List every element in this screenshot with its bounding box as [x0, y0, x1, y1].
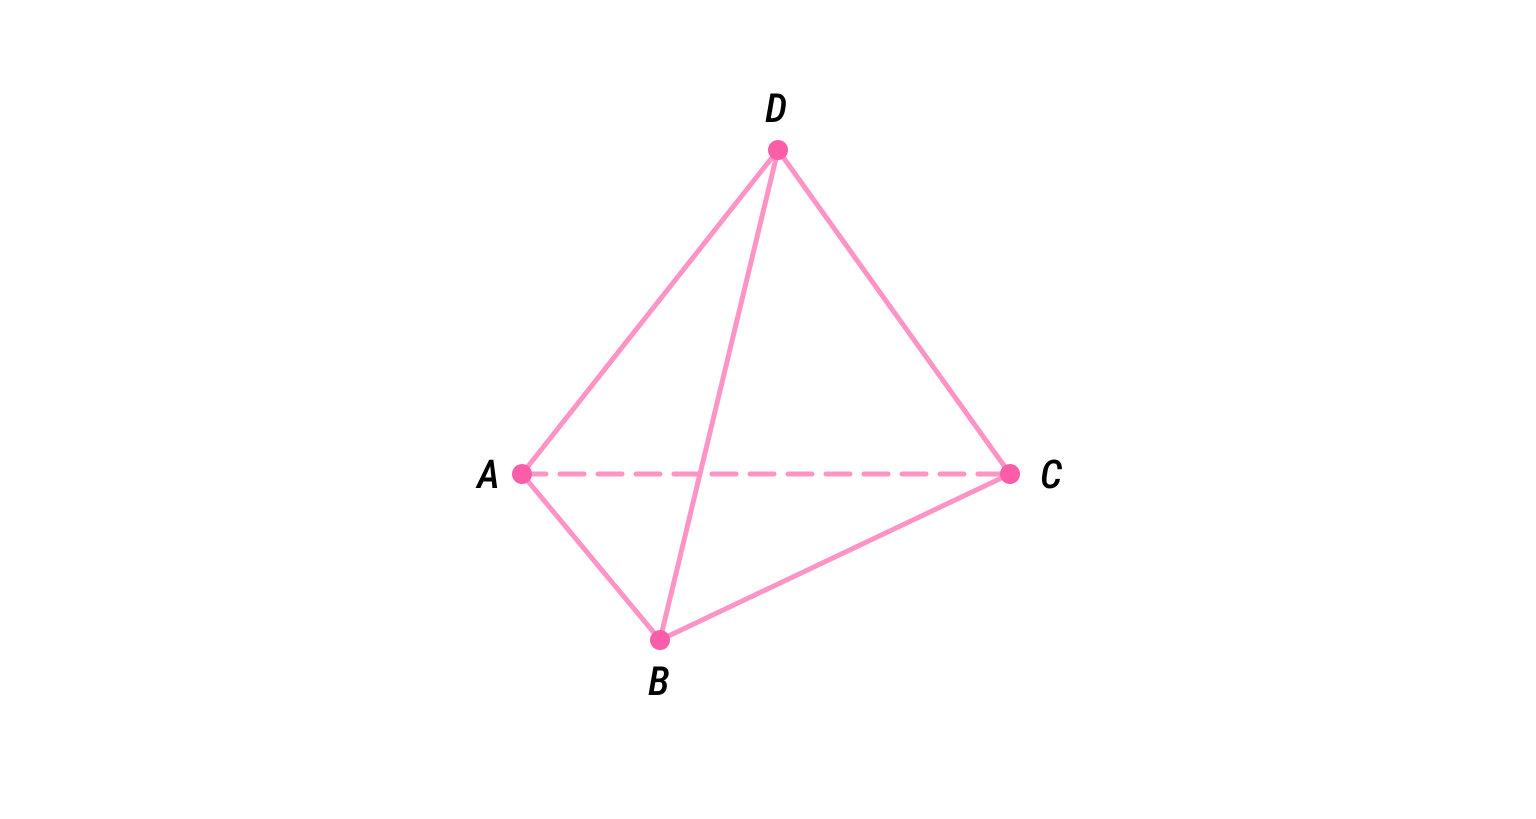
vertex-label-D: D: [765, 85, 787, 132]
vertex-C: [1000, 464, 1020, 484]
edge-BC: [660, 474, 1010, 640]
vertex-B: [650, 630, 670, 650]
edges-layer: [522, 150, 1010, 640]
vertex-label-A: A: [475, 451, 500, 498]
vertex-D: [768, 140, 788, 160]
vertex-label-C: C: [1040, 451, 1063, 498]
vertex-A: [512, 464, 532, 484]
vertices-layer: [512, 140, 1020, 650]
edge-CD: [778, 150, 1010, 474]
tetrahedron-diagram: A B C D: [0, 0, 1536, 819]
edge-AB: [522, 474, 660, 640]
vertex-label-B: B: [648, 658, 670, 705]
